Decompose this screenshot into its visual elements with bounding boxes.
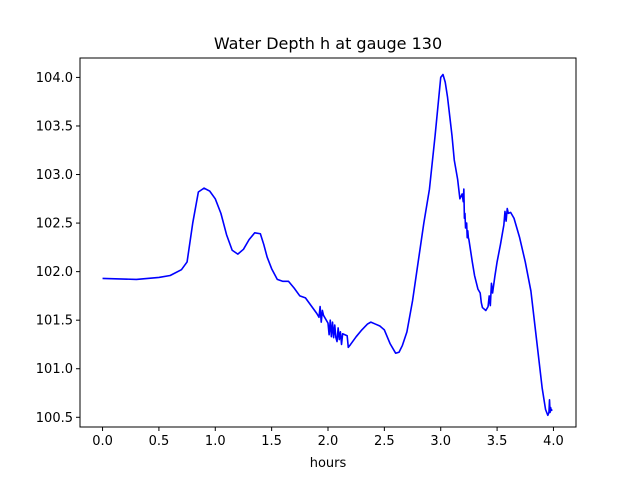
x-tick-label: 3.5: [487, 434, 508, 449]
y-tick-label: 104.0: [36, 71, 73, 86]
y-tick-label: 102.0: [36, 265, 73, 280]
x-tick-label: 2.5: [374, 434, 395, 449]
x-tick-label: 0.5: [149, 434, 170, 449]
y-tick-label: 103.5: [36, 119, 73, 134]
series-line-0: [102, 73, 553, 417]
x-tick-label: 4.0: [543, 434, 564, 449]
y-axis-ticks: 100.5 101.0 101.5 102.0 102.5 103.0 103.5 104.0: [36, 71, 80, 426]
x-axis-label: hours: [310, 456, 347, 471]
y-tick-label: 102.5: [36, 217, 73, 232]
x-tick-label: 3.0: [430, 434, 451, 449]
y-tick-label: 103.0: [36, 168, 73, 183]
x-tick-label: 1.0: [205, 434, 226, 449]
x-tick-label: 0.0: [92, 434, 113, 449]
plot-area: [102, 73, 553, 417]
x-tick-label: 1.5: [261, 434, 282, 449]
y-tick-label: 101.0: [36, 362, 73, 377]
y-tick-label: 100.5: [36, 411, 73, 426]
x-axis-ticks: 0.0 0.5 1.0 1.5 2.0 2.5 3.0 3.5 4.0: [92, 427, 564, 449]
chart-title: Water Depth h at gauge 130: [214, 34, 442, 53]
x-tick-label: 2.0: [318, 434, 339, 449]
y-tick-label: 101.5: [36, 314, 73, 329]
